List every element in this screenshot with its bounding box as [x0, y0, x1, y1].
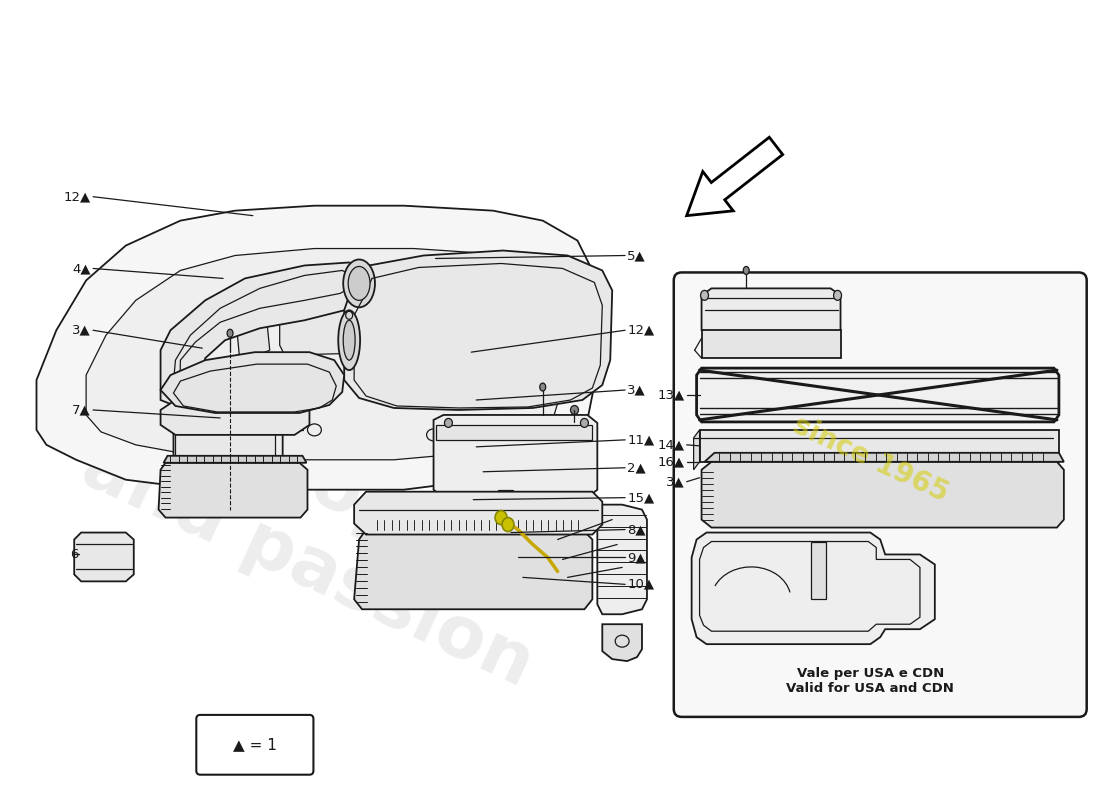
Polygon shape: [498, 490, 513, 505]
Text: 12▲: 12▲: [64, 190, 91, 203]
Polygon shape: [702, 288, 840, 338]
Polygon shape: [161, 262, 372, 408]
Text: 10▲: 10▲: [627, 578, 654, 591]
Ellipse shape: [343, 320, 355, 360]
Polygon shape: [704, 453, 1064, 462]
Polygon shape: [174, 415, 283, 498]
Text: 15▲: 15▲: [627, 491, 654, 504]
Text: 12▲: 12▲: [627, 324, 654, 337]
Ellipse shape: [227, 330, 233, 338]
Polygon shape: [36, 206, 597, 490]
Ellipse shape: [338, 310, 360, 370]
Text: 16▲: 16▲: [658, 455, 684, 468]
Ellipse shape: [343, 259, 375, 307]
FancyBboxPatch shape: [196, 715, 314, 774]
Polygon shape: [702, 462, 1064, 527]
Polygon shape: [702, 330, 840, 358]
Text: 7▲: 7▲: [73, 403, 91, 417]
Ellipse shape: [744, 266, 749, 274]
Text: 14▲: 14▲: [658, 438, 684, 451]
Text: 3▲: 3▲: [627, 383, 646, 397]
Text: 6: 6: [69, 548, 78, 561]
Polygon shape: [811, 542, 826, 599]
Text: 2▲: 2▲: [627, 462, 646, 474]
Polygon shape: [86, 249, 564, 460]
Ellipse shape: [834, 290, 842, 300]
Polygon shape: [603, 624, 642, 661]
Polygon shape: [354, 492, 603, 534]
Polygon shape: [161, 400, 309, 435]
Ellipse shape: [349, 266, 370, 300]
Polygon shape: [692, 533, 935, 644]
Text: 4▲: 4▲: [73, 262, 91, 275]
Polygon shape: [700, 430, 1059, 462]
Polygon shape: [279, 300, 548, 355]
Ellipse shape: [571, 406, 579, 414]
Ellipse shape: [191, 369, 219, 391]
Polygon shape: [176, 428, 275, 460]
Polygon shape: [597, 505, 647, 614]
Polygon shape: [161, 352, 344, 413]
Polygon shape: [235, 300, 270, 362]
Polygon shape: [158, 462, 308, 518]
Text: since 1965: since 1965: [788, 411, 953, 508]
Polygon shape: [74, 533, 134, 582]
FancyBboxPatch shape: [674, 273, 1087, 717]
Text: Vale per USA e CDN
Valid for USA and CDN: Vale per USA e CDN Valid for USA and CDN: [786, 667, 954, 695]
Ellipse shape: [581, 418, 589, 427]
Text: 11▲: 11▲: [627, 434, 654, 446]
Polygon shape: [164, 456, 307, 462]
Ellipse shape: [495, 510, 507, 525]
Text: 9▲: 9▲: [627, 551, 646, 564]
Polygon shape: [696, 368, 1059, 422]
Ellipse shape: [701, 290, 708, 300]
Ellipse shape: [502, 518, 514, 531]
Text: 5▲: 5▲: [627, 249, 646, 262]
Text: 13▲: 13▲: [658, 389, 684, 402]
Polygon shape: [354, 530, 593, 610]
Text: 8▲: 8▲: [627, 523, 646, 536]
Polygon shape: [344, 250, 613, 410]
Text: 3▲: 3▲: [73, 324, 91, 337]
Polygon shape: [436, 425, 593, 440]
Polygon shape: [419, 292, 453, 355]
Polygon shape: [433, 415, 597, 498]
FancyArrow shape: [686, 138, 783, 216]
Ellipse shape: [198, 374, 212, 386]
Polygon shape: [334, 298, 368, 353]
Polygon shape: [694, 430, 700, 470]
Text: ▲ = 1: ▲ = 1: [233, 738, 277, 752]
Ellipse shape: [444, 418, 452, 427]
Text: 3▲: 3▲: [666, 475, 684, 488]
Polygon shape: [364, 519, 593, 530]
Ellipse shape: [540, 383, 546, 391]
Text: europes
and passion: europes and passion: [72, 358, 578, 701]
